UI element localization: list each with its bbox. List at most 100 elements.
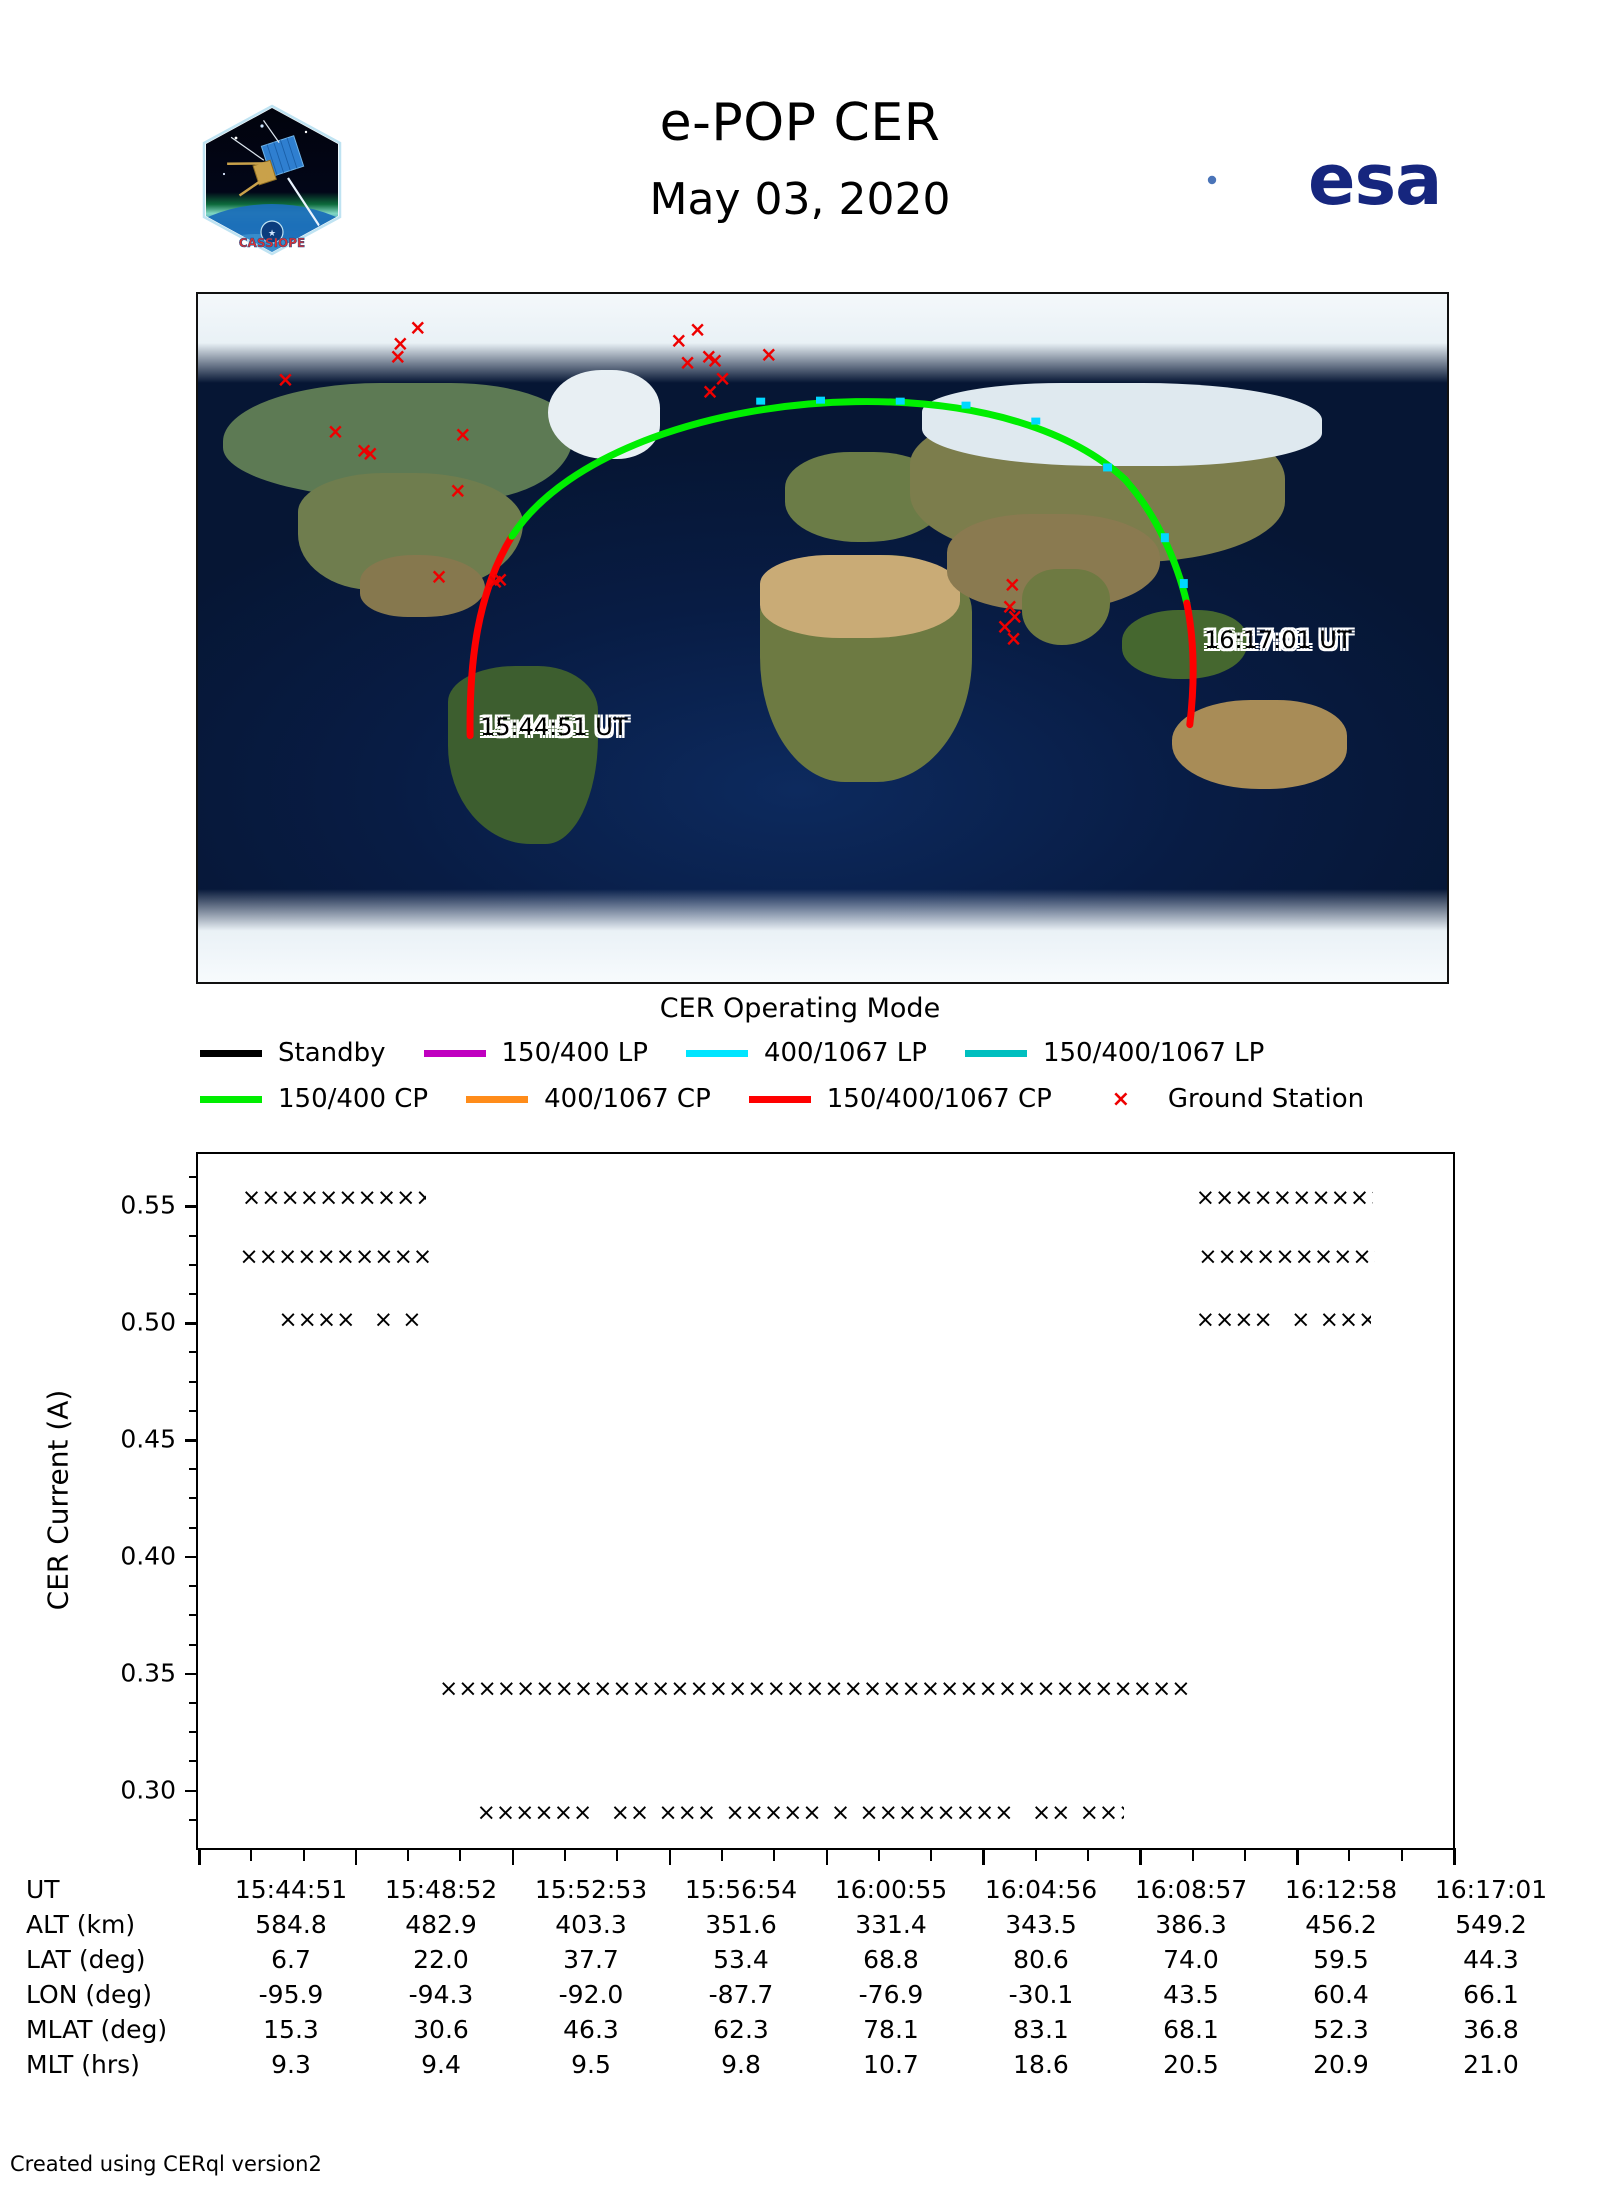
ground-station-marker: × xyxy=(430,564,448,589)
ground-station-marker: × xyxy=(355,438,373,463)
y-axis-tick-label: 0.45 xyxy=(120,1424,176,1454)
y-axis-minor-tick xyxy=(189,1614,196,1617)
arctic-ice xyxy=(198,294,1447,384)
table-cell: 21.0 xyxy=(1463,2050,1519,2079)
x-axis-minor-tick xyxy=(1034,1848,1037,1861)
scatter-markers: ××××××××××××××××××× xyxy=(1198,1245,1375,1268)
table-cell: 16:12:58 xyxy=(1284,1875,1398,1904)
plot-data-area: ×××××××××× ×××××××××× ×××× × × ××××××××× ×××××… xyxy=(198,1154,1453,1848)
page-header: ★ CASSIOPE e-POP CER May 03, 2020 xyxy=(0,0,1600,280)
ground-station-marker: × xyxy=(276,367,295,392)
x-axis-minor-tick xyxy=(302,1848,305,1861)
x-axis-major-tick xyxy=(354,1848,358,1865)
legend-item[interactable]: 150/400 LP xyxy=(423,1038,648,1068)
table-cell: 9.5 xyxy=(571,2050,611,2079)
x-axis-minor-tick xyxy=(1086,1848,1089,1861)
legend-label: 150/400 LP xyxy=(501,1038,648,1068)
esa-logo: esa xyxy=(1168,128,1468,224)
y-axis-minor-tick xyxy=(189,1731,196,1734)
legend-label: 150/400 CP xyxy=(278,1084,429,1114)
y-axis-minor-tick xyxy=(189,1351,196,1354)
legend-title: CER Operating Mode xyxy=(659,993,941,1024)
y-axis-minor-tick xyxy=(189,1263,196,1266)
table-cell: 36.8 xyxy=(1463,2015,1519,2044)
landmass-southeast-asia xyxy=(1122,610,1248,680)
table-cell: 386.3 xyxy=(1155,1910,1227,1939)
table-row: ALT (km) 584.8 482.9 403.3 351.6 331.4 343.5 38… xyxy=(26,1907,1566,1942)
table-row-label: UT xyxy=(26,1875,60,1904)
table-cell: 15.3 xyxy=(263,2015,319,2044)
page-date: May 03, 2020 xyxy=(649,173,951,225)
table-cell: 18.6 xyxy=(1013,2050,1069,2079)
ground-station-marker: × xyxy=(713,366,732,391)
ground-track-map: × × × × × × × × × × × × × × × × × × × × × × × × × 15:44:51 UT 16… xyxy=(196,292,1449,984)
y-axis-label: CER Current (A) xyxy=(41,1389,75,1611)
table-row: LAT (deg) 6.7 22.0 37.7 53.4 68.8 80.6 74.0 59.5… xyxy=(26,1942,1566,1977)
table-cell: 351.6 xyxy=(705,1910,777,1939)
table-cell: 59.5 xyxy=(1313,1945,1369,1974)
track-segment-green xyxy=(508,398,1129,540)
ground-station-marker: × xyxy=(700,344,718,369)
x-axis-minor-tick xyxy=(564,1848,567,1861)
y-axis-minor-tick xyxy=(189,1526,196,1529)
x-axis-major-tick xyxy=(1296,1848,1299,1865)
ground-station-marker: × xyxy=(996,614,1014,639)
landmass-sahara xyxy=(760,555,960,638)
table-cell: 43.5 xyxy=(1163,1980,1219,2009)
scatter-series-band: ××××××××××××××××××××××××××××××××××××××××… xyxy=(439,1678,1189,1700)
ground-station-marker: × xyxy=(409,315,427,340)
y-axis-minor-tick xyxy=(189,1818,196,1821)
ground-station-marker: × xyxy=(759,342,778,367)
legend-color-swatch xyxy=(466,1095,529,1103)
scatter-markers: ×××××××××××××××××××× xyxy=(239,1245,431,1268)
table-cell: 68.1 xyxy=(1163,2015,1219,2044)
legend-color-swatch xyxy=(685,1049,748,1057)
table-cell: 15:56:54 xyxy=(684,1875,798,1904)
x-axis-minor-tick xyxy=(930,1848,933,1861)
x-axis-major-tick xyxy=(511,1848,515,1865)
ground-station-marker: × xyxy=(1003,572,1022,597)
scatter-series-band: ×××× × ×××× ×× xyxy=(1196,1309,1372,1331)
esa-logo-text: esa xyxy=(1308,139,1441,221)
track-segment-red-start xyxy=(466,532,516,740)
cassiope-logo-caption: CASSIOPE xyxy=(239,236,306,250)
legend-item[interactable]: 400/1067 CP xyxy=(466,1084,711,1114)
table-cell: 60.4 xyxy=(1313,1980,1369,2009)
legend-label: 150/400/1067 LP xyxy=(1042,1038,1265,1068)
x-axis-minor-tick xyxy=(459,1848,462,1861)
table-cell: 6.7 xyxy=(271,1945,311,1974)
cer-current-plot: ×××××××××× ×××××××××× ×××× × × ××××××××× ×××××… xyxy=(196,1152,1455,1850)
table-cell: 16:00:55 xyxy=(834,1875,948,1904)
page-title: e-POP CER xyxy=(659,93,941,153)
legend: Standby 150/400 LP 400/1067 LP 150/400/1067… xyxy=(200,1038,1450,1130)
ground-station-marker: × xyxy=(326,419,345,444)
table-cell: 16:08:57 xyxy=(1134,1875,1248,1904)
y-axis-minor-tick xyxy=(189,1643,196,1646)
x-axis-minor-tick xyxy=(1191,1848,1194,1861)
scatter-markers: ××××××××××××××××××× xyxy=(241,1187,427,1210)
ground-station-marker: × xyxy=(701,379,719,404)
landmass-australia xyxy=(1172,699,1348,790)
table-cell: 20.5 xyxy=(1163,2050,1219,2079)
x-axis-minor-tick xyxy=(1400,1848,1403,1861)
ground-station-marker: × xyxy=(670,328,688,353)
table-cell: 37.7 xyxy=(563,1945,619,1974)
landmass-siberia-snow xyxy=(922,383,1323,466)
ground-station-marker: × xyxy=(389,344,407,369)
scatter-markers: ×××× × ×××× ×× xyxy=(1195,1308,1372,1331)
ground-station-marker: × xyxy=(486,569,505,594)
legend-item[interactable]: 150/400 CP xyxy=(200,1084,428,1114)
legend-item[interactable]: 400/1067 LP xyxy=(685,1038,927,1068)
legend-item[interactable]: Standby xyxy=(200,1038,386,1068)
x-axis-major-tick xyxy=(1139,1848,1142,1865)
legend-item[interactable]: 150/400/1067 LP xyxy=(964,1038,1265,1068)
track-segment-green-2 xyxy=(1121,475,1191,607)
legend-item[interactable]: 150/400/1067 CP xyxy=(748,1084,1052,1114)
table-cell: 9.4 xyxy=(421,2050,461,2079)
table-row-label: MLT (hrs) xyxy=(26,2050,140,2079)
table-row: UT 15:44:51 15:48:52 15:52:53 15:56:54 16:00:… xyxy=(26,1872,1566,1907)
legend-item[interactable]: × Ground Station xyxy=(1090,1084,1365,1114)
y-axis-tick-label: 0.55 xyxy=(120,1190,176,1220)
legend-color-swatch xyxy=(748,1095,811,1103)
landmass-india xyxy=(1022,569,1110,645)
